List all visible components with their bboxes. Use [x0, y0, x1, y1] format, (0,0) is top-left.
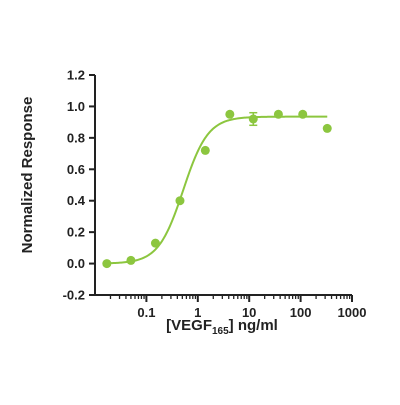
y-tick-label: 0.6	[67, 162, 85, 177]
x-tick-label: 1000	[338, 305, 367, 320]
data-point	[225, 109, 235, 119]
data-point	[298, 109, 308, 119]
axes: -0.2 0.0 0.2 0.4 0.6 0.8 1.0 1.2 0.1 1 10 100 1000	[63, 68, 367, 321]
data-point	[126, 255, 136, 265]
fit-curve-layer	[106, 115, 328, 265]
data-point	[200, 145, 210, 155]
y-tick-label: 0.0	[67, 256, 85, 271]
fit-curve	[106, 115, 328, 265]
x-tick-label: 0.1	[137, 305, 155, 320]
x-axis-title-before: [VEGF	[166, 317, 212, 334]
x-tick-label: 10	[242, 305, 256, 320]
data-point	[248, 114, 258, 124]
data-point	[150, 238, 160, 248]
x-tick-label: 1	[194, 305, 201, 320]
data-point	[273, 109, 283, 119]
y-tick-label: 0.8	[67, 130, 85, 145]
x-axis-title-after: ] ng/ml	[229, 317, 278, 334]
data-point	[322, 123, 332, 133]
x-axis-title: [VEGF165] ng/ml	[166, 317, 278, 337]
y-tick-label: -0.2	[63, 288, 85, 303]
data-point	[102, 259, 112, 269]
y-tick-label: 1.0	[67, 99, 85, 114]
x-axis-title-subscript: 165	[212, 326, 229, 337]
x-tick-label: 100	[290, 305, 312, 320]
y-tick-label: 1.2	[67, 68, 85, 83]
data-point	[175, 196, 185, 206]
data-points-layer	[102, 109, 332, 269]
y-tick-label: 0.2	[67, 225, 85, 240]
y-axis-title: Normalized Response	[19, 97, 36, 254]
y-tick-label: 0.4	[67, 193, 86, 208]
